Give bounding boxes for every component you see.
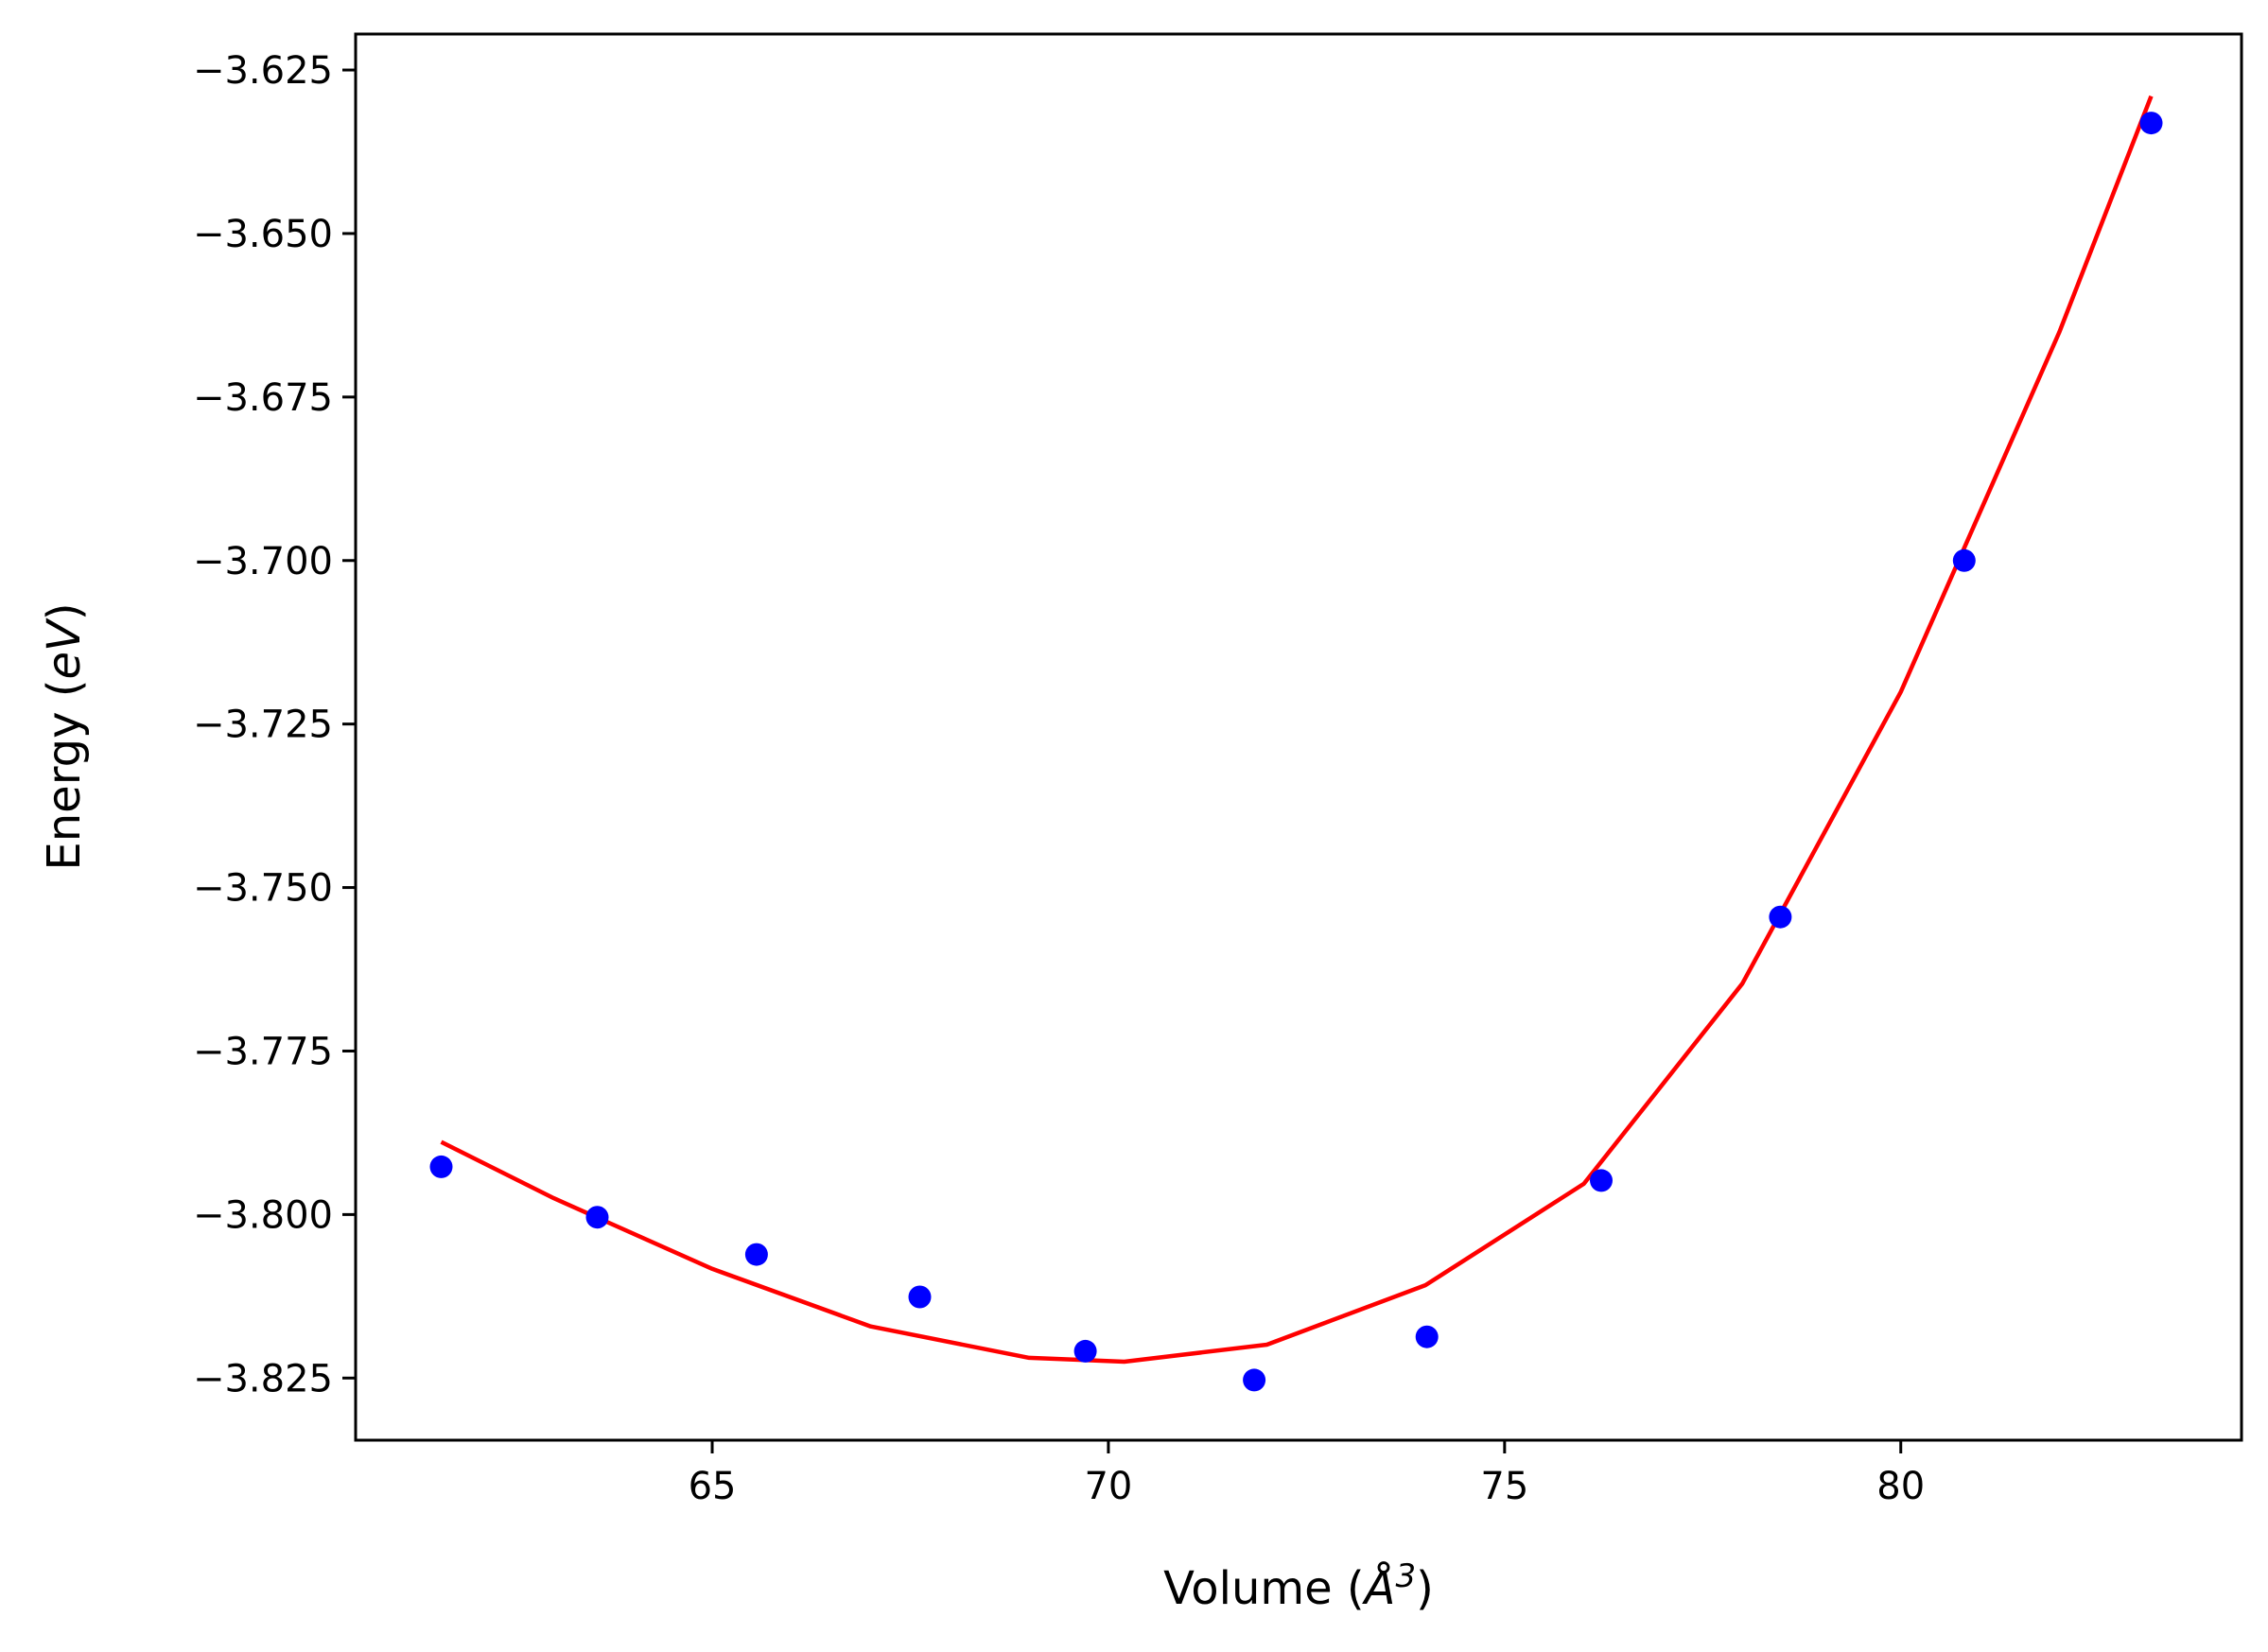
data-point [1243, 1368, 1266, 1392]
plot-frame [354, 32, 2243, 1442]
data-point [744, 1243, 768, 1266]
y-axis-ticks: −3.625 −3.650 −3.675 −3.700 −3.725 −3.750 −3.7… [193, 49, 356, 1400]
data-point [585, 1206, 609, 1229]
x-axis-ticks: 65 70 75 80 [689, 1440, 1925, 1508]
data-point [908, 1285, 932, 1309]
y-tick-label: −3.775 [193, 1030, 333, 1073]
y-tick-label: −3.825 [193, 1357, 333, 1400]
y-axis-label: Energy (eV) [38, 602, 91, 870]
data-point [1073, 1339, 1097, 1363]
data-point [1952, 548, 1976, 572]
data-point [1769, 905, 1792, 929]
y-tick-label: −3.650 [193, 213, 333, 256]
data-point [2139, 112, 2163, 135]
y-tick-label: −3.625 [193, 49, 333, 93]
y-tick-label: −3.800 [193, 1193, 333, 1237]
x-tick-label: 70 [1084, 1465, 1132, 1508]
data-point [429, 1155, 453, 1178]
x-tick-label: 75 [1480, 1465, 1528, 1508]
data-point [1415, 1325, 1439, 1348]
data-point [1590, 1169, 1613, 1192]
x-tick-label: 65 [689, 1465, 737, 1508]
y-tick-label: −3.725 [193, 704, 333, 747]
x-tick-label: 80 [1876, 1465, 1925, 1508]
plot-content [429, 95, 2163, 1392]
y-tick-label: −3.750 [193, 867, 333, 911]
fit-curve-line [440, 95, 2154, 1365]
y-tick-label: −3.675 [193, 376, 333, 420]
y-tick-label: −3.700 [193, 540, 333, 583]
x-axis-label: Volume (Å3) [1163, 1557, 1434, 1615]
